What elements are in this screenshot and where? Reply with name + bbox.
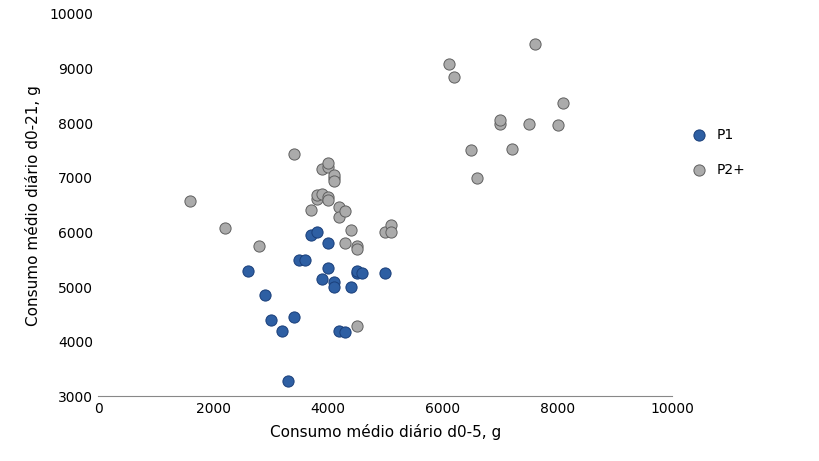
Point xyxy=(550,121,563,129)
Point xyxy=(304,206,317,213)
Point xyxy=(338,207,351,214)
Point xyxy=(378,229,391,236)
Point xyxy=(315,190,328,198)
Point xyxy=(327,174,340,182)
Point xyxy=(310,195,323,202)
Point xyxy=(292,256,305,264)
Y-axis label: Consumo médio diário d0-21, g: Consumo médio diário d0-21, g xyxy=(25,85,41,325)
Point xyxy=(321,193,334,201)
Point xyxy=(304,231,317,239)
Point xyxy=(281,378,294,385)
Point xyxy=(378,270,391,277)
Point xyxy=(327,177,340,184)
Point xyxy=(350,242,363,250)
Point xyxy=(350,267,363,274)
Point xyxy=(470,174,483,182)
Point xyxy=(344,284,357,291)
Point xyxy=(287,313,300,321)
Point xyxy=(333,213,346,221)
Point xyxy=(287,151,300,158)
Point xyxy=(327,171,340,179)
Point xyxy=(527,40,541,47)
Point xyxy=(321,240,334,247)
Point xyxy=(315,165,328,173)
Point xyxy=(333,204,346,211)
Point xyxy=(275,327,288,335)
Point xyxy=(218,225,231,232)
Point xyxy=(493,121,506,128)
Point xyxy=(298,256,311,264)
Point xyxy=(338,240,351,247)
Point xyxy=(350,323,363,330)
Point xyxy=(252,242,265,250)
Point xyxy=(464,147,477,154)
Point xyxy=(522,120,535,127)
Point xyxy=(338,328,351,336)
Point xyxy=(315,275,328,283)
Point xyxy=(493,117,506,124)
Point xyxy=(350,270,363,277)
Legend: P1, P2+: P1, P2+ xyxy=(684,128,744,177)
Point xyxy=(264,316,277,324)
Point xyxy=(344,226,357,233)
Point xyxy=(505,146,518,153)
Point xyxy=(321,159,334,166)
Point xyxy=(333,327,346,335)
Point xyxy=(384,229,397,236)
Point xyxy=(350,245,363,253)
Point xyxy=(321,196,334,203)
Point xyxy=(258,292,271,299)
Point xyxy=(384,222,397,229)
Point xyxy=(441,60,455,68)
Point xyxy=(327,284,340,291)
Point xyxy=(321,163,334,171)
Point xyxy=(310,229,323,236)
Point xyxy=(327,278,340,285)
Point xyxy=(310,192,323,199)
Point xyxy=(556,100,569,107)
Point xyxy=(355,270,369,277)
Point xyxy=(321,264,334,272)
Point xyxy=(183,197,197,205)
Point xyxy=(241,267,254,274)
Point xyxy=(447,73,460,80)
X-axis label: Consumo médio diário d0-5, g: Consumo médio diário d0-5, g xyxy=(269,424,500,440)
